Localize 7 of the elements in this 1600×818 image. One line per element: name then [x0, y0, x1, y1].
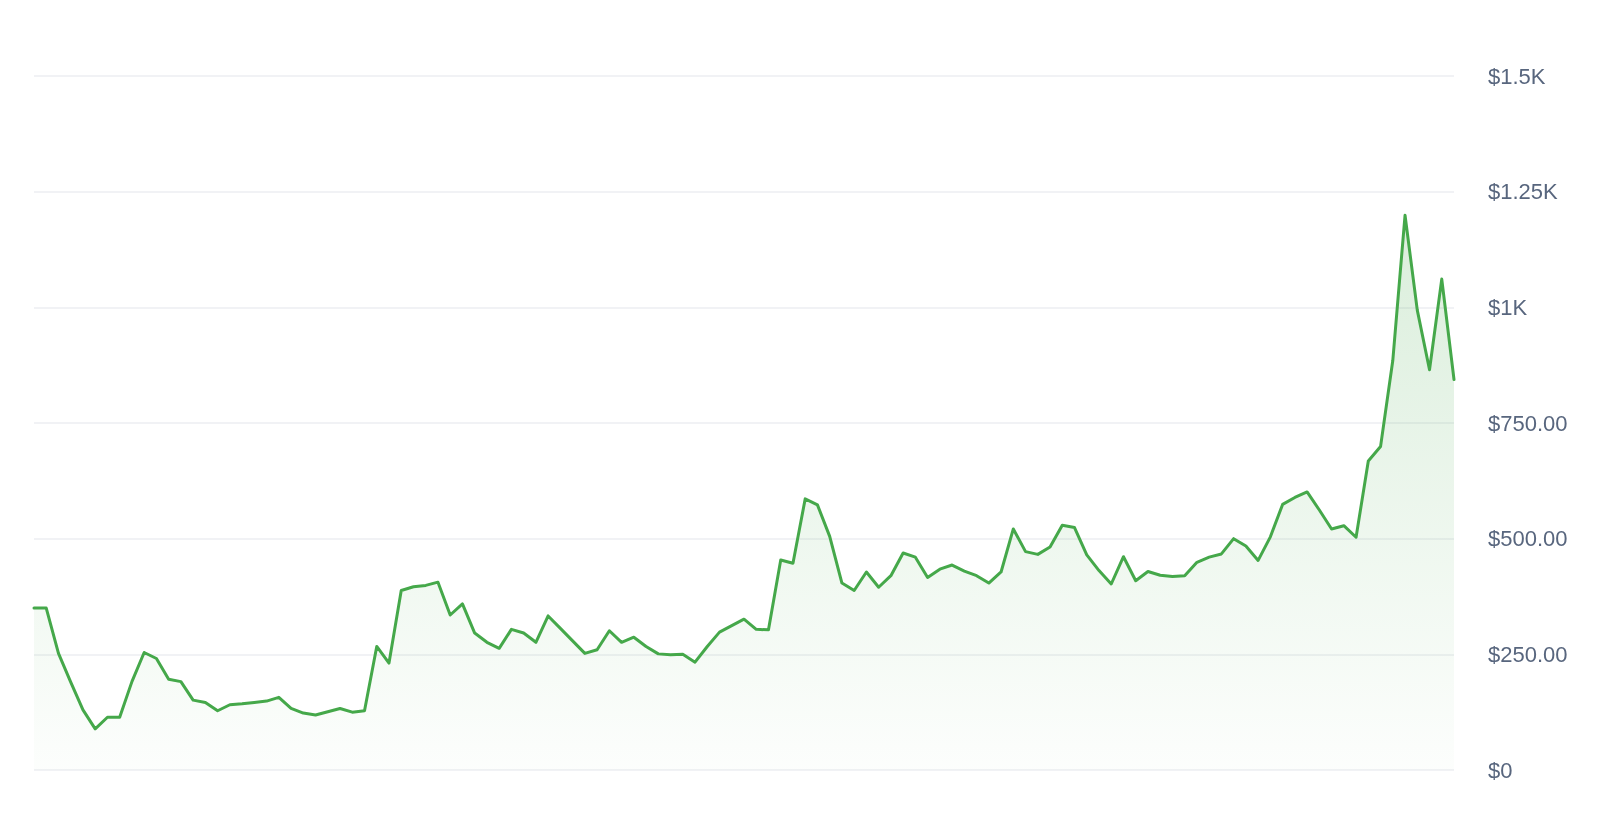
- y-tick-label: $1.5K: [1488, 63, 1546, 89]
- y-tick-label: $1K: [1488, 294, 1528, 320]
- y-tick-label: $1.25K: [1488, 179, 1559, 205]
- y-tick-label: $250.00: [1488, 641, 1568, 667]
- y-tick-label: $0: [1488, 757, 1513, 783]
- y-tick-label: $750.00: [1488, 410, 1568, 436]
- y-tick-label: $500.00: [1488, 526, 1568, 552]
